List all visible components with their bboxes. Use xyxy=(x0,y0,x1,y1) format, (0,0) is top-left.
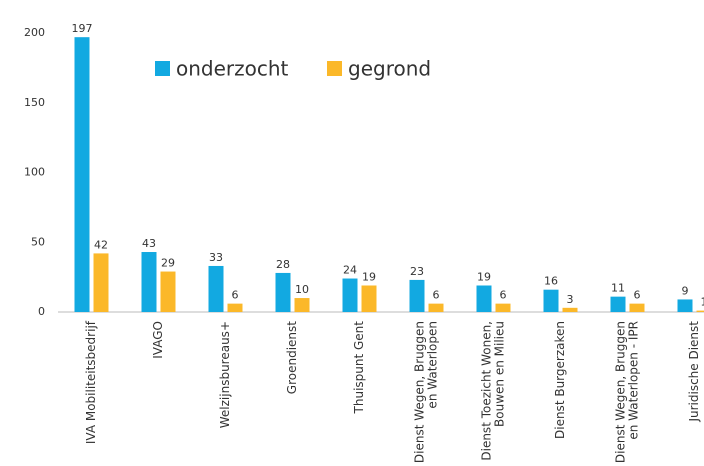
value-label: 6 xyxy=(634,289,641,302)
bar xyxy=(93,253,109,312)
value-label: 9 xyxy=(682,284,689,297)
x-tick-label: IVA Mobiliteitsbedrijf xyxy=(84,321,98,445)
value-label: 42 xyxy=(94,238,108,251)
bar xyxy=(610,296,626,312)
legend-label: gegrond xyxy=(348,57,431,81)
value-label: 3 xyxy=(567,293,574,306)
value-label: 29 xyxy=(161,257,175,270)
value-label: 24 xyxy=(343,264,357,277)
bar xyxy=(361,285,377,312)
bar xyxy=(208,265,224,312)
bar xyxy=(696,310,704,312)
value-label: 197 xyxy=(72,22,93,35)
bar xyxy=(543,289,559,312)
bar xyxy=(160,271,176,312)
x-tick-label: Dienst Toezicht Wonen, Bouwen en Milieu xyxy=(479,321,507,461)
bar xyxy=(476,285,492,312)
bar xyxy=(495,303,511,312)
value-label: 19 xyxy=(477,270,491,283)
bar xyxy=(677,299,693,312)
bar xyxy=(227,303,243,312)
value-label: 1 xyxy=(701,296,704,309)
bar xyxy=(275,272,291,312)
value-label: 16 xyxy=(544,275,558,288)
bar xyxy=(141,252,157,312)
value-label: 33 xyxy=(209,251,223,264)
value-label: 6 xyxy=(500,289,507,302)
bar xyxy=(562,307,578,312)
bar xyxy=(342,278,358,312)
value-label: 6 xyxy=(433,289,440,302)
bar xyxy=(629,303,645,312)
x-tick-label: Dienst Burgerzaken xyxy=(553,321,567,439)
x-tick-label: Juridische Dienst xyxy=(687,321,701,422)
bar xyxy=(409,279,425,312)
bar xyxy=(74,37,90,313)
bar xyxy=(428,303,444,312)
x-tick-label: Dienst Wegen, Bruggen en Waterlopen xyxy=(412,321,440,464)
x-tick-label: Groendienst xyxy=(285,321,299,395)
y-tick-label: 100 xyxy=(24,166,45,179)
x-tick-label: Thuispunt Gent xyxy=(352,321,366,414)
y-tick-label: 200 xyxy=(24,26,45,39)
y-tick-label: 0 xyxy=(38,305,45,318)
x-tick-label: Welzijnsbureaus+ xyxy=(218,321,232,429)
legend-label: onderzocht xyxy=(176,57,289,81)
value-label: 23 xyxy=(410,265,424,278)
value-label: 11 xyxy=(611,282,625,295)
value-label: 28 xyxy=(276,258,290,271)
value-label: 6 xyxy=(232,289,239,302)
y-tick-label: 150 xyxy=(24,96,45,109)
y-tick-label: 50 xyxy=(31,235,45,248)
x-tick-label: IVAGO xyxy=(151,321,165,359)
x-tick-label: Dienst Wegen, Bruggen en Waterlopen - IP… xyxy=(613,321,641,464)
value-label: 10 xyxy=(295,283,309,296)
value-label: 19 xyxy=(362,270,376,283)
legend-swatch xyxy=(155,61,170,76)
value-label: 43 xyxy=(142,237,156,250)
legend-swatch xyxy=(327,61,342,76)
bar xyxy=(294,298,310,312)
